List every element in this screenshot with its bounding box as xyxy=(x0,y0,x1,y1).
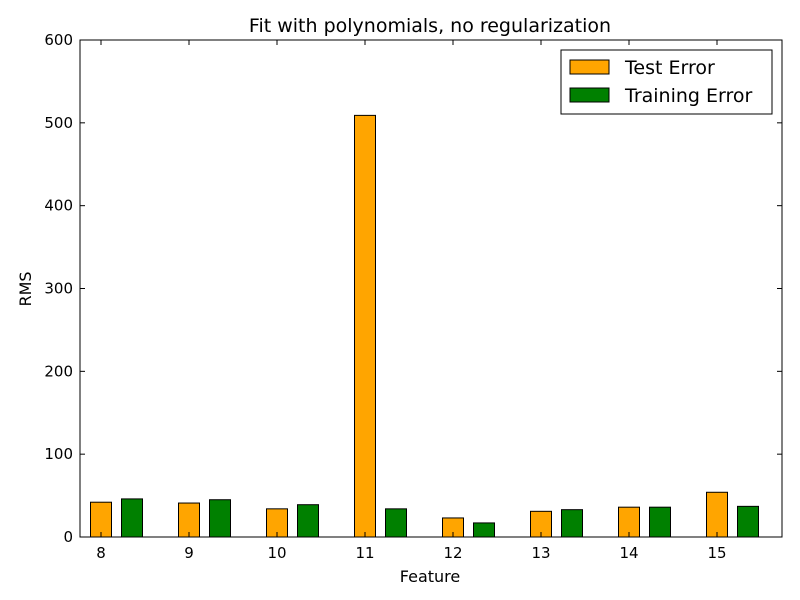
bar-test-error-15 xyxy=(706,491,728,538)
chart-title: Fit with polynomials, no regularization xyxy=(249,15,611,37)
bar-test-error-9 xyxy=(178,502,200,538)
x-tick-label: 11 xyxy=(355,544,374,562)
legend-label: Training Error xyxy=(624,85,753,107)
x-tick-label: 8 xyxy=(96,544,106,562)
bar-training-error-15 xyxy=(737,505,759,538)
x-tick-label: 9 xyxy=(184,544,194,562)
bar-training-error-10 xyxy=(297,504,319,538)
x-axis-label: Feature xyxy=(400,567,460,586)
x-tick-label: 12 xyxy=(443,544,462,562)
y-tick-label: 300 xyxy=(44,280,73,298)
x-tick-label: 13 xyxy=(531,544,550,562)
y-tick-label: 500 xyxy=(44,114,73,132)
y-tick-label: 400 xyxy=(44,197,73,215)
legend-label: Test Error xyxy=(624,57,715,79)
bar-training-error-8 xyxy=(121,498,143,538)
y-axis-label: RMS xyxy=(16,271,35,306)
bar-training-error-12 xyxy=(473,522,495,538)
x-axis: 8 9 10 11 12 13 14 15 xyxy=(96,40,727,562)
bar-test-error-8 xyxy=(90,501,112,538)
bar-training-error-11 xyxy=(385,508,407,538)
bars-group xyxy=(90,114,759,538)
bar-test-error-11 xyxy=(354,114,376,538)
x-tick-label: 10 xyxy=(267,544,286,562)
bar-training-error-9 xyxy=(209,499,231,538)
x-tick-label: 14 xyxy=(619,544,638,562)
y-tick-label: 200 xyxy=(44,362,73,380)
y-axis: 0 100 200 300 400 500 600 xyxy=(44,31,782,546)
bar-training-error-13 xyxy=(561,509,583,538)
x-tick-label: 15 xyxy=(707,544,726,562)
y-tick-label: 0 xyxy=(63,528,73,546)
y-tick-label: 600 xyxy=(44,31,73,49)
legend-swatch xyxy=(569,87,610,103)
legend-swatch xyxy=(569,59,610,75)
legend: Test Error Training Error xyxy=(560,49,773,115)
bar-training-error-14 xyxy=(649,506,671,538)
y-tick-label: 100 xyxy=(44,445,73,463)
